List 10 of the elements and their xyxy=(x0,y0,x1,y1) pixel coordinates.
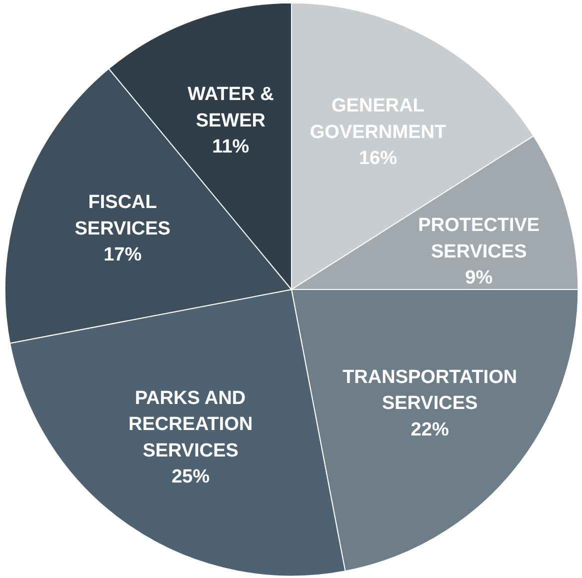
data-label: 17% xyxy=(104,244,142,266)
data-label: 11% xyxy=(212,136,250,158)
slice-label: PARKS AND RECREATION SERVICES xyxy=(128,388,253,462)
slice-label: TRANSPORTATION SERVICES xyxy=(342,366,518,414)
slice-label: FISCAL SERVICES xyxy=(74,192,170,240)
slice-label: WATER & SEWER xyxy=(188,84,274,132)
slice-label: PROTECTIVE SERVICES xyxy=(418,215,540,262)
data-label: 25% xyxy=(172,466,210,488)
data-label: 22% xyxy=(410,419,449,440)
data-label: 9% xyxy=(465,268,493,289)
